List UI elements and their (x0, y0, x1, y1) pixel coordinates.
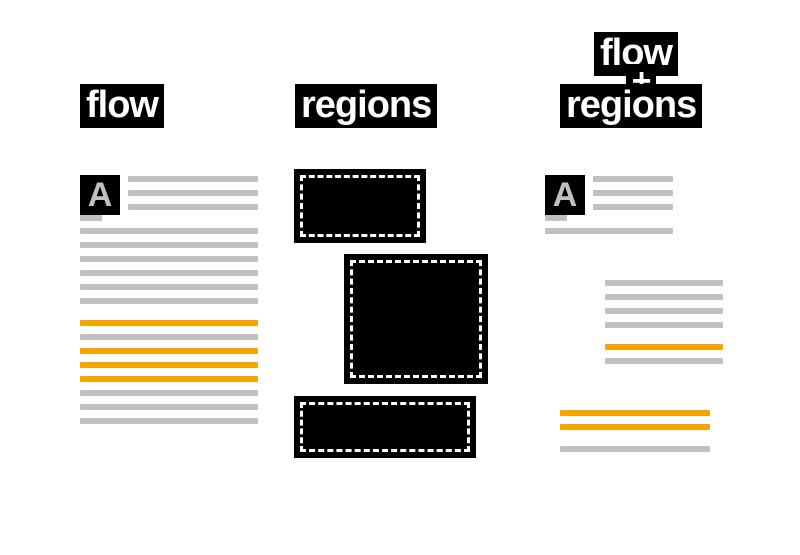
both-b1-line (593, 176, 673, 182)
flow-line (80, 320, 258, 326)
flow-line (128, 204, 258, 210)
flow-line (128, 190, 258, 196)
both-b1-line (593, 190, 673, 196)
flow-dropcap-letter: A (88, 176, 113, 214)
region-box (300, 402, 470, 452)
flow-line (80, 362, 258, 368)
flow-line (80, 256, 258, 262)
flow-dropcap-underline (80, 215, 102, 221)
region-box (350, 260, 482, 378)
both-b2-line (605, 294, 723, 300)
flow-line (80, 348, 258, 354)
flow-dropcap: A (80, 175, 120, 215)
both-b3-line (560, 446, 710, 452)
heading-both-regions-label: regions (560, 84, 702, 128)
flow-line (128, 176, 258, 182)
flow-line (80, 284, 258, 290)
flow-line (80, 298, 258, 304)
both-b2-line (605, 308, 723, 314)
both-b2-line (605, 280, 723, 286)
flow-line (80, 242, 258, 248)
both-b1-line (593, 204, 673, 210)
heading-flow: flow (80, 84, 164, 128)
heading-regions-label: regions (295, 84, 437, 128)
flow-line (80, 376, 258, 382)
both-b2-line (605, 358, 723, 364)
both-dropcap: A (545, 175, 585, 215)
flow-line (80, 418, 258, 424)
region-box (300, 175, 420, 237)
both-b2-line (605, 344, 723, 350)
both-b3-line (560, 410, 710, 416)
flow-line (80, 270, 258, 276)
both-b3-line (560, 424, 710, 430)
both-b1-line (545, 228, 673, 234)
flow-line (80, 334, 258, 340)
heading-flow-label: flow (80, 84, 164, 128)
flow-line (80, 404, 258, 410)
both-dropcap-letter: A (553, 176, 578, 214)
both-b2-line (605, 322, 723, 328)
flow-line (80, 390, 258, 396)
heading-both-line2: regions (560, 84, 702, 128)
flow-line (80, 228, 258, 234)
both-dropcap-underline (545, 215, 567, 221)
heading-regions: regions (295, 84, 437, 128)
